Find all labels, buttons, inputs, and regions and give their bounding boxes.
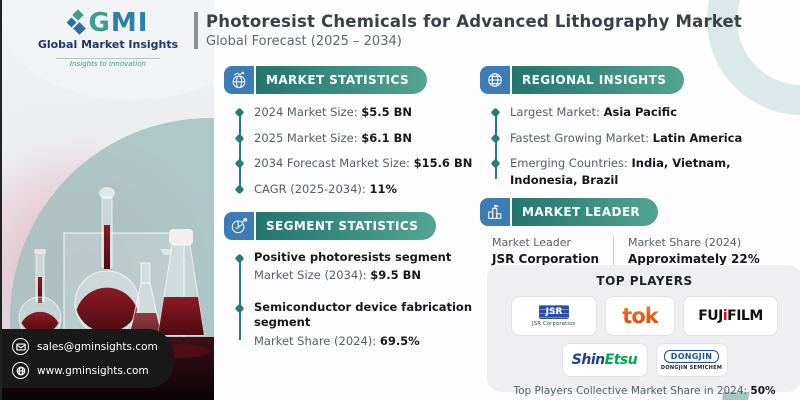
top-players-panel: TOP PLAYERS JSR JSR Corporation tok FUJi… [487,265,800,397]
segment-statistics-list: Positive photoresists segment Market Siz… [236,250,474,350]
globe-chart-icon [224,66,254,94]
jsr-logo-mark: JSR [538,305,570,319]
regional-insights-list: Largest Market: Asia Pacific Fastest Gro… [492,104,780,189]
shinetsu-logo-mark: ShinEtsu [571,352,638,368]
leader-label: Market Leader [492,235,572,249]
leader-name-block: Market Leader JSR Corporation [492,236,613,266]
page-title: Photoresist Chemicals for Advanced Litho… [206,12,743,31]
main-content: Photoresist Chemicals for Advanced Litho… [194,0,800,400]
contact-pill: sales@gminsights.com www.gminsights.com [2,329,174,388]
jsr-logo-caption: JSR Corporation [532,321,576,327]
stat-item: 2024 Market Size: $5.5 BN [236,104,474,121]
gmi-diamonds-icon [66,9,86,36]
logo-shinetsu: ShinEtsu [561,343,648,377]
logo-dongjin: DONGJIN DONGJIN SEMICHEM [655,343,728,377]
pie-chart-magnifier-icon [224,211,254,240]
page-subtitle: Global Forecast (2025 – 2034) [206,34,402,49]
globe-icon [12,362,29,379]
timeline-connector [239,114,241,188]
top-players-title: TOP PLAYERS [596,274,693,288]
contact-website-link[interactable]: www.gminsights.com [12,362,162,379]
market-leader-title: MARKET LEADER [512,197,659,226]
contact-email-link[interactable]: sales@gminsights.com [12,338,162,355]
podium-icon [480,197,510,226]
top-players-footer: Top Players Collective Market Share in 2… [513,385,776,397]
globe-grid-icon [480,66,510,94]
region-item: Emerging Countries: India, Vietnam, Indo… [492,155,780,188]
column-right: REGIONAL INSIGHTS Largest Market: Asia P… [480,66,780,266]
market-statistics-list: 2024 Market Size: $5.5 BN 2025 Market Si… [236,104,474,198]
market-leader-info: Market Leader JSR Corporation Market Sha… [492,235,780,266]
segment-item: Semiconductor device fabrication segment… [236,300,474,350]
segment-statistics-title: SEGMENT STATISTICS [256,211,437,240]
market-statistics-title: MARKET STATISTICS [256,66,427,94]
stat-item: 2034 Forecast Market Size: $15.6 BN [236,155,474,172]
tok-logo-mark: tok [622,304,658,328]
market-statistics-banner: MARKET STATISTICS [224,66,474,94]
regional-insights-banner: REGIONAL INSIGHTS [480,66,780,94]
regional-insights-title: REGIONAL INSIGHTS [512,66,685,94]
logo-tok: tok [605,296,675,336]
envelope-icon [12,338,29,355]
leader-share-block: Market Share (2024) Approximately 22% [612,235,760,266]
contact-website: www.gminsights.com [37,364,149,377]
fujifilm-logo-mark: FUJiFILM [698,308,763,324]
brand-name: Global Market Insights [37,38,179,51]
dongjin-logo-mark: DONGJIN [663,349,720,363]
brand-tagline: Insights to Innovation [56,58,160,68]
share-value: Approximately 22% [627,251,760,266]
segment-item: Positive photoresists segment Market Siz… [236,250,474,284]
leader-name: JSR Corporation [492,251,599,266]
timeline-connector [495,114,497,179]
gmi-wordmark: GMI [88,8,149,38]
logo-fujifilm: FUJiFILM [683,296,778,336]
share-label: Market Share (2024) [627,235,742,249]
stat-item: CAGR (2025-2034): 11% [236,181,474,198]
left-photo-panel: GMI Global Market Insights Insights to I… [2,0,214,400]
column-left: MARKET STATISTICS 2024 Market Size: $5.5… [224,66,474,366]
segment-statistics-banner: SEGMENT STATISTICS [224,211,474,240]
dongjin-logo-caption: DONGJIN SEMICHEM [660,364,723,371]
market-leader-banner: MARKET LEADER [480,197,780,226]
region-item: Largest Market: Asia Pacific [492,104,780,121]
logo-jsr: JSR JSR Corporation [511,296,597,336]
region-item: Fastest Growing Market: Latin America [492,130,780,147]
gmi-logo: GMI Global Market Insights Insights to I… [2,8,214,70]
stat-item: 2025 Market Size: $6.1 BN [236,130,474,147]
top-players-row-1: JSR JSR Corporation tok FUJiFILM [497,296,792,336]
top-players-row-2: ShinEtsu DONGJIN DONGJIN SEMICHEM [497,343,792,377]
contact-email: sales@gminsights.com [37,340,158,353]
page-header: Photoresist Chemicals for Advanced Litho… [194,12,742,49]
